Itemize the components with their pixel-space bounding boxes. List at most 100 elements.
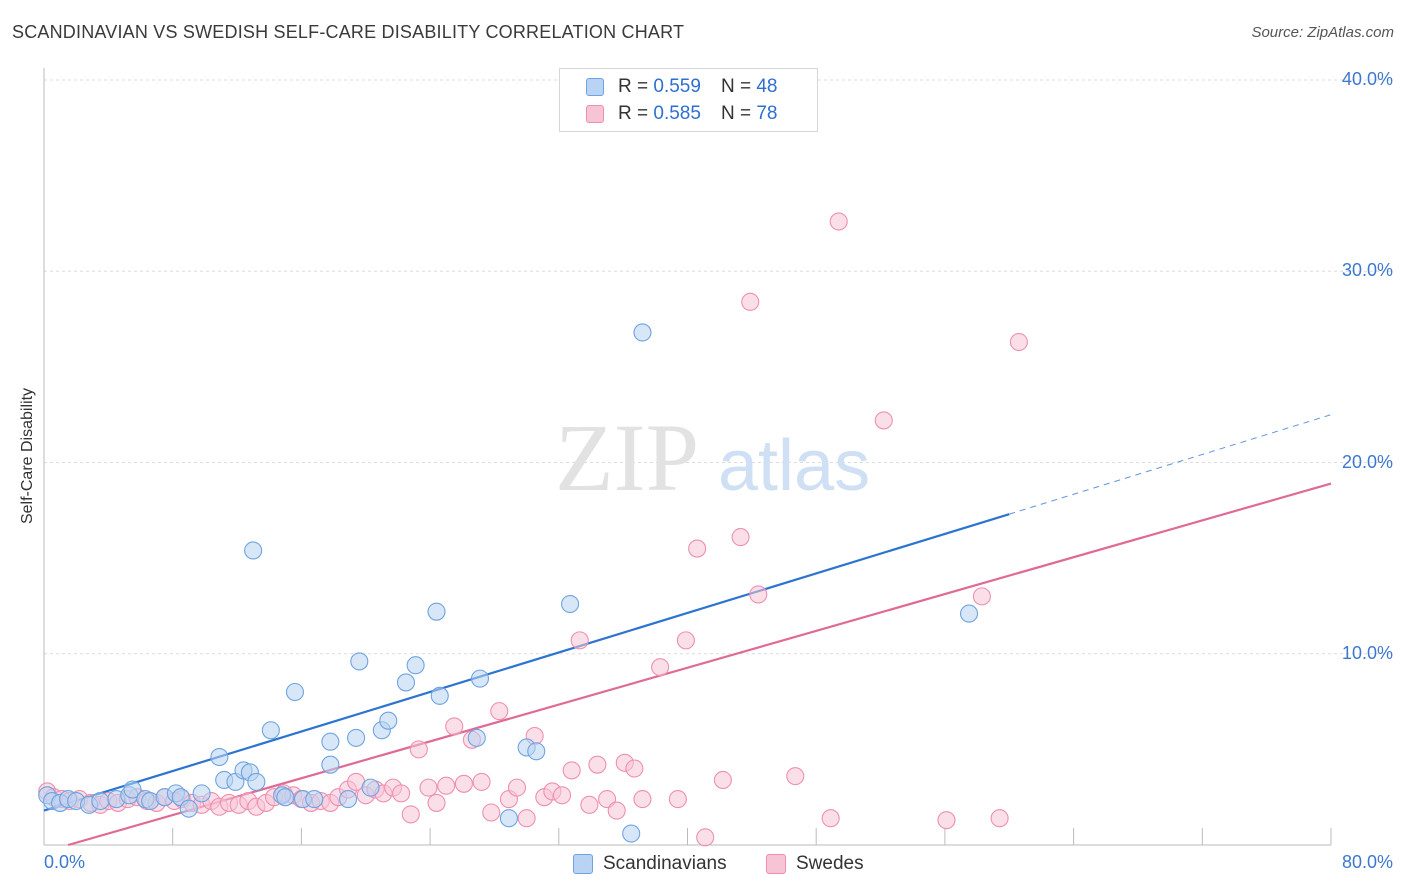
swedes-point bbox=[696, 828, 715, 847]
bottom-legend-label: Scandinavians bbox=[603, 853, 727, 874]
scandinavians-point bbox=[379, 711, 398, 730]
swedes-point bbox=[588, 755, 607, 774]
y-tick-label: 10.0% bbox=[1341, 642, 1393, 663]
y-tick-label: 40.0% bbox=[1341, 69, 1393, 89]
swedes-point bbox=[392, 784, 411, 803]
swedes-point bbox=[472, 772, 491, 791]
trend-line-swedes bbox=[67, 482, 1332, 847]
scandinavians-point bbox=[622, 824, 641, 843]
scandinavians-point bbox=[123, 780, 142, 799]
watermark-atlas: atlas bbox=[718, 426, 870, 506]
legend-n-value: 48 bbox=[756, 76, 778, 97]
legend-swatch-blue bbox=[586, 78, 604, 96]
scandinavians-point bbox=[192, 784, 211, 803]
swedes-point bbox=[445, 717, 464, 736]
bottom-legend-swedes: Swedes bbox=[766, 852, 864, 876]
legend-n-value: 78 bbox=[756, 103, 778, 124]
scandinavians-point bbox=[430, 686, 449, 705]
swedes-point bbox=[990, 809, 1009, 828]
scandinavians-point bbox=[633, 323, 652, 342]
scandinavians-point bbox=[321, 755, 340, 774]
swedes-point bbox=[731, 528, 750, 547]
swedes-point bbox=[482, 803, 501, 822]
bottom-legend-label: Swedes bbox=[796, 853, 864, 874]
scandinavians-point bbox=[347, 728, 366, 747]
swedes-point bbox=[607, 801, 626, 820]
watermark: ZIP atlas bbox=[555, 404, 870, 511]
swedes-point bbox=[570, 631, 589, 650]
trend-line-scandinavians-extension bbox=[1009, 414, 1332, 515]
swedes-point bbox=[437, 776, 456, 795]
swedes-point bbox=[490, 702, 509, 721]
data-points bbox=[38, 212, 1028, 847]
swedes-point bbox=[676, 631, 695, 650]
legend-swatch-pink bbox=[586, 105, 604, 123]
scandinavians-point bbox=[361, 778, 380, 797]
legend-r-value: 0.559 bbox=[653, 76, 701, 97]
scandinavians-point bbox=[396, 673, 416, 692]
trend-line-scandinavians bbox=[43, 513, 1010, 812]
swedes-point bbox=[829, 212, 848, 231]
scandinavians-point bbox=[261, 721, 280, 740]
swedes-point bbox=[741, 292, 760, 311]
swedes-point bbox=[651, 658, 670, 677]
legend-row-swedes: R = 0.585 N = 78 bbox=[586, 102, 777, 126]
bottom-legend-swatch-blue bbox=[573, 854, 593, 874]
swedes-point bbox=[517, 809, 536, 828]
swedes-point bbox=[633, 790, 652, 809]
source-label: Source: ZipAtlas.com bbox=[1251, 24, 1394, 41]
swedes-point bbox=[419, 778, 438, 797]
scandinavians-point bbox=[210, 747, 229, 767]
swedes-point bbox=[454, 774, 473, 793]
scandinavians-point bbox=[305, 790, 324, 809]
scandinavians-point bbox=[247, 772, 266, 791]
swedes-point bbox=[749, 585, 768, 604]
trend-lines bbox=[43, 414, 1332, 847]
legend-r-label: R = bbox=[618, 76, 649, 97]
swedes-point bbox=[409, 740, 428, 759]
scandinavians-point bbox=[959, 604, 979, 623]
bottom-legend-scandinavians: Scandinavians bbox=[573, 852, 727, 876]
scandinavians-point bbox=[350, 652, 369, 671]
swedes-point bbox=[668, 790, 687, 809]
scandinavians-point bbox=[406, 656, 425, 675]
swedes-point bbox=[401, 805, 420, 824]
swedes-point bbox=[713, 770, 732, 790]
swedes-point bbox=[821, 809, 840, 828]
bottom-legend-swatch-pink bbox=[766, 854, 786, 874]
swedes-point bbox=[562, 761, 581, 780]
swedes-point bbox=[625, 759, 644, 778]
scandinavians-point bbox=[527, 742, 546, 761]
legend-r-value: 0.585 bbox=[653, 103, 701, 124]
scandinavians-point bbox=[244, 541, 263, 560]
axes bbox=[43, 68, 1332, 846]
gridlines bbox=[44, 79, 1392, 655]
swedes-point bbox=[552, 786, 572, 805]
scandinavians-point bbox=[470, 669, 490, 688]
swedes-point bbox=[580, 795, 599, 814]
swedes-point bbox=[427, 793, 446, 812]
swedes-point bbox=[937, 811, 956, 830]
x-tick-label-max: 80.0% bbox=[1341, 852, 1393, 872]
legend-r-label: R = bbox=[618, 103, 649, 124]
y-tick-label: 20.0% bbox=[1341, 451, 1393, 472]
scandinavians-point bbox=[179, 799, 198, 818]
swedes-point bbox=[1009, 332, 1028, 352]
legend-n-label: N = bbox=[720, 76, 752, 97]
scandinavians-point bbox=[276, 788, 295, 807]
swedes-point bbox=[507, 778, 527, 797]
chart-title: SCANDINAVIAN VS SWEDISH SELF-CARE DISABI… bbox=[12, 22, 685, 42]
stats-legend: R = 0.559 N = 48 R = 0.585 N = 78 bbox=[559, 68, 818, 132]
swedes-point bbox=[874, 411, 893, 430]
scandinavians-point bbox=[339, 790, 358, 809]
scandinavians-point bbox=[427, 602, 446, 621]
watermark-zip: ZIP bbox=[555, 404, 699, 511]
y-tick-label: 30.0% bbox=[1341, 260, 1393, 281]
scandinavians-point bbox=[91, 791, 110, 811]
legend-n-label: N = bbox=[720, 103, 752, 124]
swedes-point bbox=[688, 539, 707, 558]
legend-row-scandinavians: R = 0.559 N = 48 bbox=[586, 75, 777, 99]
swedes-point bbox=[786, 767, 805, 786]
swedes-point bbox=[972, 587, 991, 606]
